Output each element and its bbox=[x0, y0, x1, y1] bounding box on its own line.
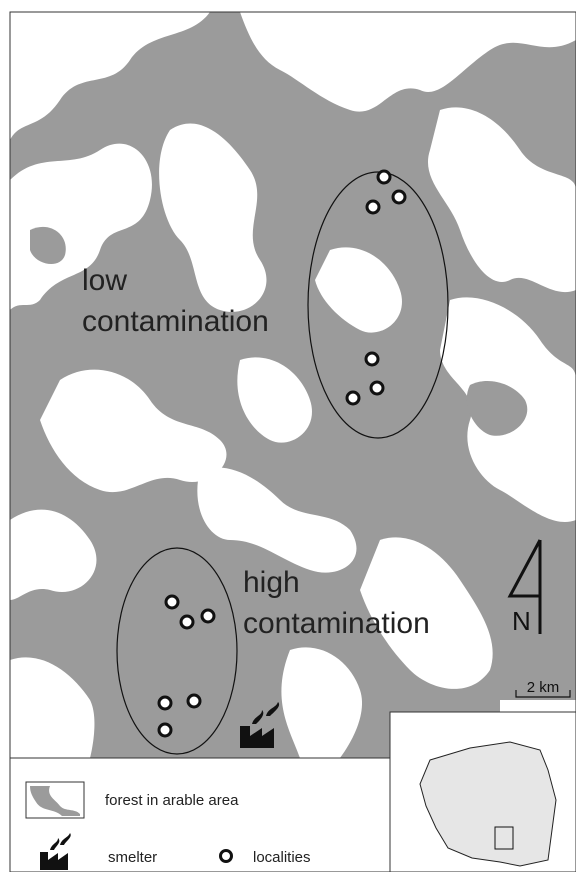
zone-label: high bbox=[243, 566, 300, 599]
locality bbox=[364, 351, 380, 367]
north-arrow: N bbox=[507, 539, 542, 636]
locality bbox=[164, 594, 180, 610]
study-area-marker bbox=[494, 826, 514, 850]
locality bbox=[200, 608, 216, 624]
locality bbox=[376, 169, 392, 185]
zone-label: contamination bbox=[243, 607, 430, 640]
zone-label: low bbox=[82, 264, 127, 297]
locality bbox=[369, 380, 385, 396]
zone-outline bbox=[307, 171, 449, 439]
locality bbox=[365, 199, 381, 215]
scale-bar: 2 km bbox=[515, 679, 571, 698]
legend-locality-symbol bbox=[219, 849, 233, 863]
smelter-icon bbox=[240, 702, 280, 748]
locality bbox=[186, 693, 202, 709]
legend: forest in arable area smelter localities bbox=[9, 757, 391, 872]
legend-label: localities bbox=[253, 849, 311, 866]
legend-label: forest in arable area bbox=[105, 792, 239, 809]
legend-forest-swatch bbox=[30, 786, 80, 816]
locality bbox=[345, 390, 361, 406]
north-label: N bbox=[512, 606, 531, 636]
locality bbox=[391, 189, 407, 205]
map-area bbox=[10, 12, 576, 758]
inset-map bbox=[389, 711, 576, 872]
poland-outline bbox=[419, 741, 557, 867]
zone-outline bbox=[116, 547, 238, 755]
locality bbox=[157, 722, 173, 738]
legend-label: smelter bbox=[108, 849, 157, 866]
locality bbox=[157, 695, 173, 711]
zone-label: contamination bbox=[82, 305, 269, 338]
localities bbox=[157, 169, 407, 738]
forest-patches bbox=[30, 226, 528, 436]
legend-smelter-icon bbox=[40, 833, 71, 870]
scale-label: 2 km bbox=[527, 679, 560, 696]
locality bbox=[179, 614, 195, 630]
